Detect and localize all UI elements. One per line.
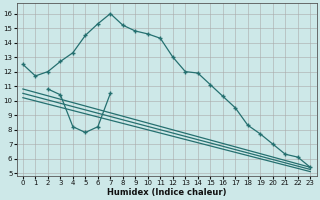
X-axis label: Humidex (Indice chaleur): Humidex (Indice chaleur) — [107, 188, 226, 197]
